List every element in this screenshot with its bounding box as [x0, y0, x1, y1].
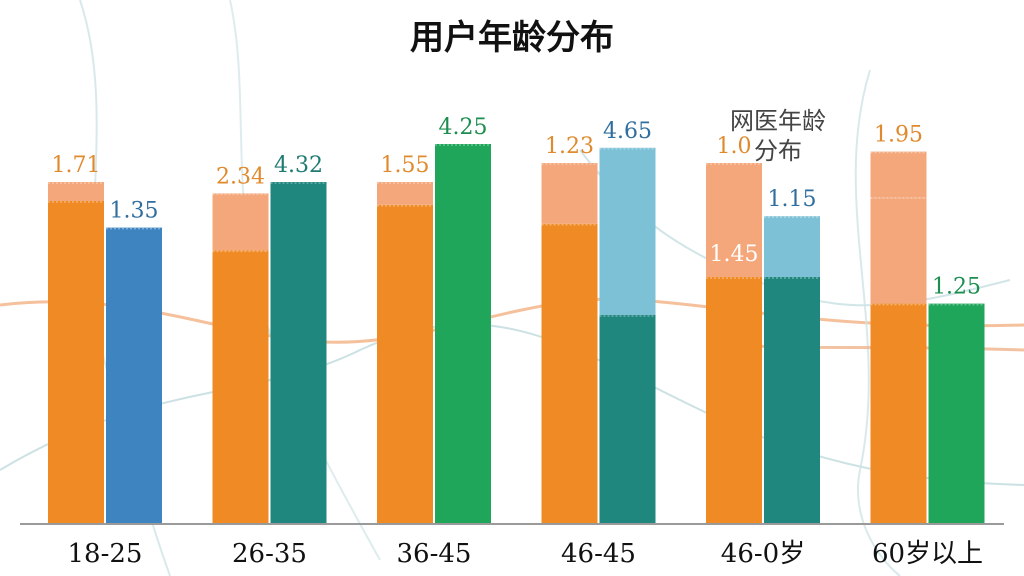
bar-segment [928, 303, 985, 524]
x-tick-label: 46-0岁 [721, 539, 805, 569]
bar-segment [48, 201, 104, 524]
bar-segment [435, 144, 491, 524]
bar-segment [870, 151, 927, 198]
data-label: 2.34 [216, 164, 265, 189]
labels-layer: 1.71 1.35 2.34 4.32 1.55 4.25 1.23 4.65 1.0 1.45 1… [52, 115, 981, 300]
data-label: 4.32 [274, 153, 323, 178]
bars-layer [48, 144, 985, 525]
bar-segment [599, 147, 656, 315]
bar-segment [764, 216, 820, 277]
x-axis: 18-25 26-35 36-45 46-45 46-0岁 60岁以上 [20, 523, 1004, 569]
x-tick-label: 18-25 [68, 539, 143, 569]
bar-segment [541, 163, 598, 224]
overlay-note: 网医年龄 分布 [730, 107, 826, 165]
data-label: 1.55 [381, 153, 430, 178]
bar-segment [541, 223, 598, 525]
data-label: 1.95 [874, 123, 923, 148]
bar-segment [706, 163, 762, 277]
data-label: 1.35 [110, 199, 159, 224]
bar-segment [870, 303, 927, 524]
bar-segment [599, 315, 656, 524]
x-tick-label: 36-45 [397, 539, 472, 569]
bar-segment [212, 193, 269, 251]
bar-segment [377, 182, 433, 205]
bar-segment [212, 250, 269, 524]
x-tick-label: 46-45 [561, 539, 636, 569]
data-label-inner: 1.45 [710, 242, 759, 267]
bar-segment [106, 227, 162, 524]
bar-segment [870, 197, 927, 304]
data-label: 1.23 [545, 134, 594, 159]
chart-title: 用户年龄分布 [410, 18, 614, 58]
swirl-line [854, 69, 901, 576]
bar-segment [706, 277, 762, 524]
data-label: 1.0 [717, 134, 752, 159]
bar-segment [377, 204, 433, 525]
bar-segment [270, 182, 327, 524]
bar-segment [48, 182, 104, 201]
x-tick-label: 26-35 [232, 539, 307, 569]
data-label: 1.25 [932, 275, 981, 300]
data-label: 1.71 [52, 153, 101, 178]
data-label: 4.65 [603, 119, 652, 144]
data-label: 4.25 [439, 115, 488, 140]
data-label: 1.15 [768, 187, 817, 212]
x-tick-label: 60岁以上 [872, 539, 983, 569]
bar-segment [764, 277, 820, 524]
